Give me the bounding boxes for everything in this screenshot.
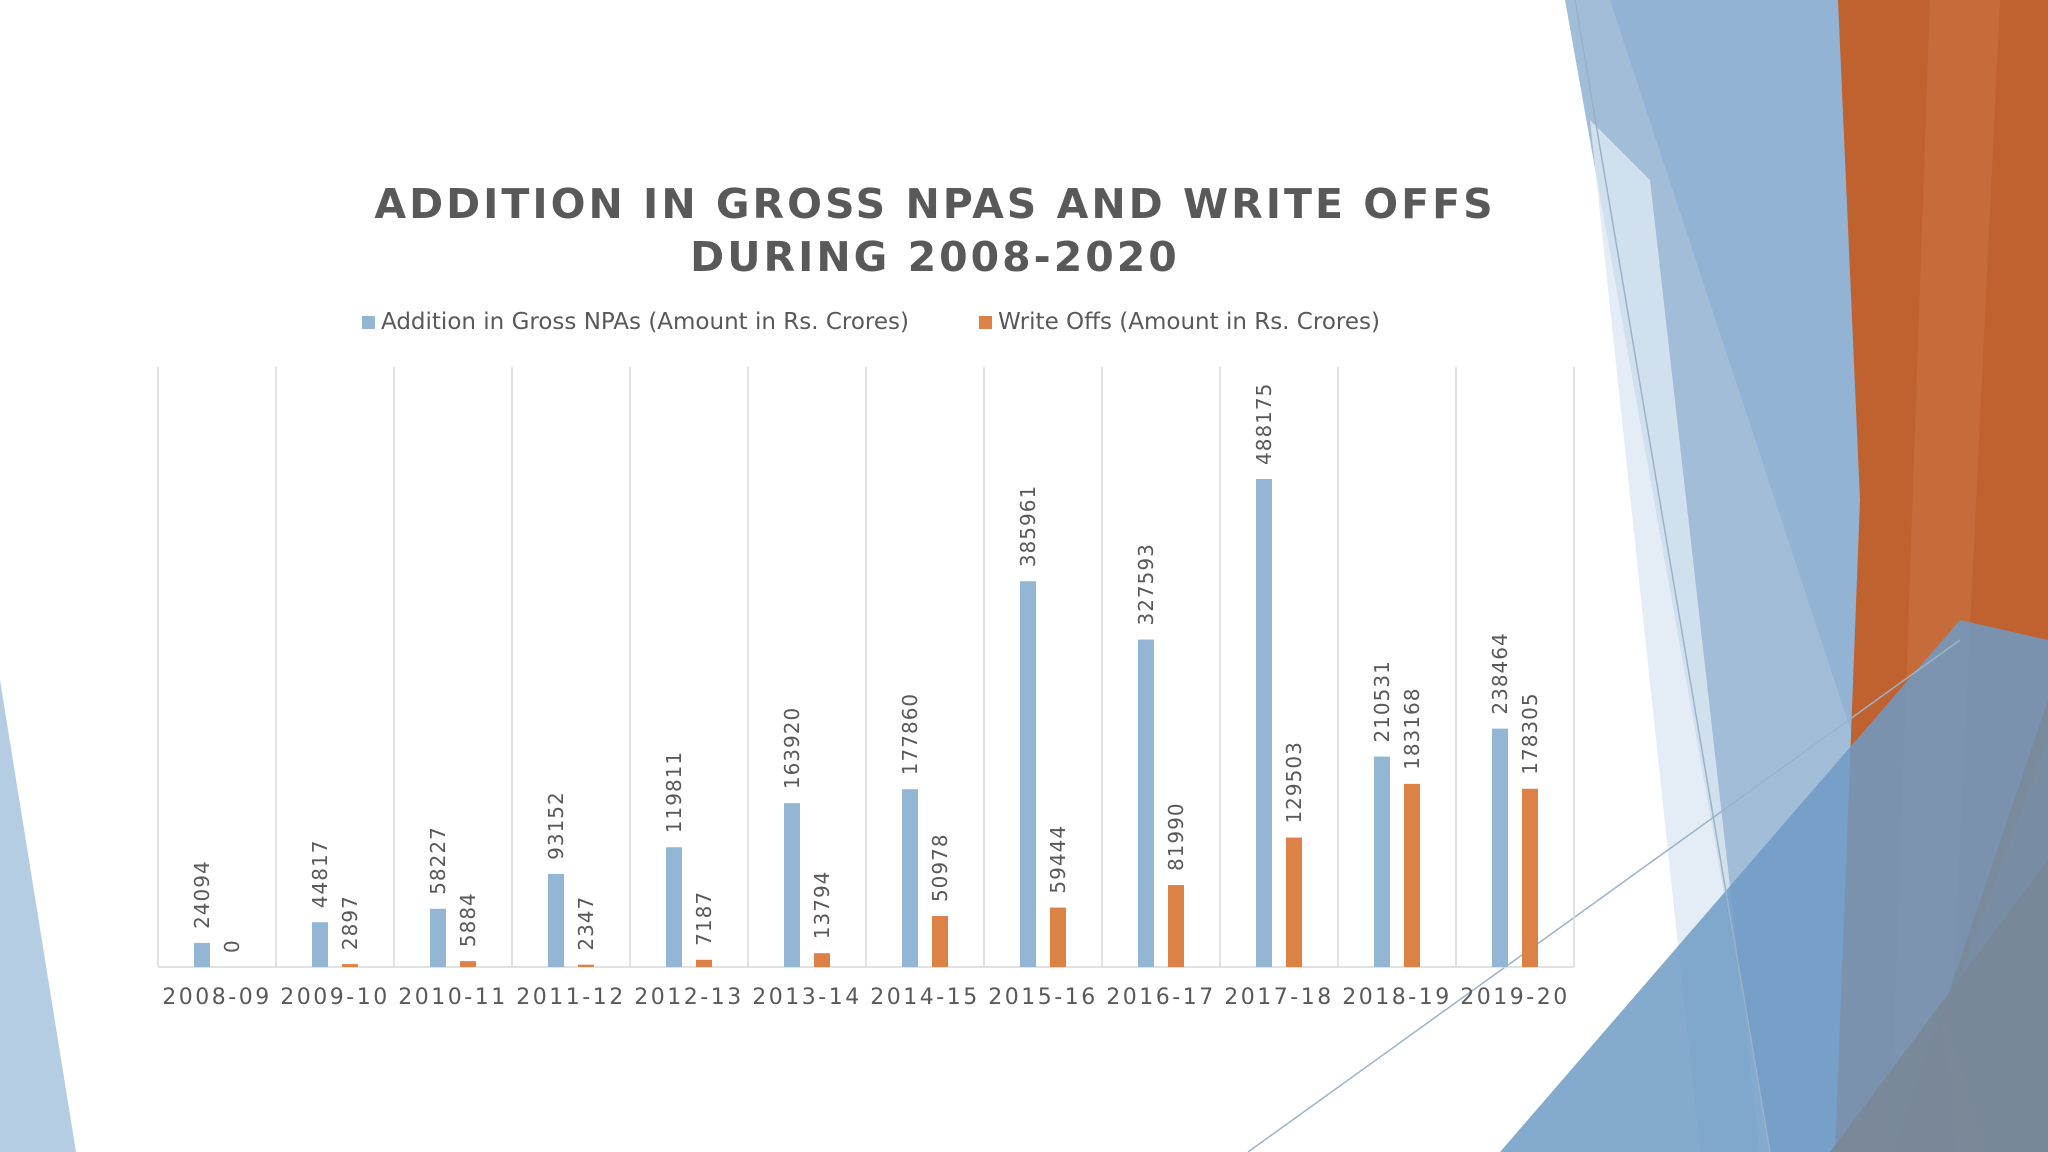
x-tick-label-2008-09: 2008-09 — [162, 985, 271, 1010]
bar-series-2-2018-19 — [1404, 783, 1420, 967]
data-label-series-1-2010-11: 58227 — [426, 826, 450, 895]
bar-series-2-2017-18 — [1286, 837, 1302, 967]
bar-series-1-2019-20 — [1492, 728, 1508, 967]
data-label-series-1-2015-16: 385961 — [1016, 485, 1040, 567]
decor-thin-line-1 — [1574, 0, 1771, 1152]
data-label-series-1-2008-09: 24094 — [190, 860, 214, 929]
x-tick-label-2017-18: 2017-18 — [1224, 985, 1333, 1010]
data-label-series-1-2013-14: 163920 — [780, 707, 804, 789]
x-tick-label-2016-17: 2016-17 — [1106, 985, 1215, 1010]
data-label-series-2-2008-09: 0 — [220, 939, 244, 953]
legend-label-series-2: Write Offs (Amount in Rs. Crores) — [998, 309, 1380, 335]
bar-series-2-2009-10 — [342, 964, 358, 967]
chart-title: ADDITION IN GROSS NPAS AND WRITE OFFS DU… — [374, 180, 1496, 281]
data-label-series-2-2010-11: 5884 — [456, 892, 480, 947]
legend-swatch-series-2 — [979, 315, 992, 329]
bar-series-2-2015-16 — [1050, 907, 1066, 967]
data-label-series-1-2016-17: 327593 — [1134, 543, 1158, 625]
data-label-series-1-2012-13: 119811 — [662, 751, 686, 833]
x-tick-label-2013-14: 2013-14 — [752, 985, 861, 1010]
decor-left-sliver — [0, 680, 76, 1152]
bar-series-2-2016-17 — [1168, 885, 1184, 967]
data-label-series-2-2015-16: 59444 — [1046, 825, 1070, 894]
data-label-series-1-2017-18: 488175 — [1252, 383, 1276, 465]
data-label-series-1-2014-15: 177860 — [898, 693, 922, 775]
legend-label-series-1: Addition in Gross NPAs (Amount in Rs. Cr… — [381, 309, 909, 335]
decor-thin-line-2 — [1247, 639, 1961, 1152]
bar-series-1-2013-14 — [784, 803, 800, 967]
legend-item-series-2: Write Offs (Amount in Rs. Crores) — [979, 309, 1380, 335]
data-label-series-2-2017-18: 129503 — [1282, 741, 1306, 823]
x-tick-label-2010-11: 2010-11 — [398, 985, 507, 1010]
bar-series-1-2014-15 — [902, 789, 918, 967]
data-label-series-1-2011-12: 93152 — [544, 791, 568, 860]
chart-legend: Addition in Gross NPAs (Amount in Rs. Cr… — [362, 305, 1380, 339]
bar-series-1-2008-09 — [194, 942, 210, 967]
data-label-series-2-2018-19: 183168 — [1400, 688, 1424, 770]
bar-series-2-2019-20 — [1522, 788, 1538, 967]
data-label-series-2-2012-13: 7187 — [692, 891, 716, 946]
x-tick-label-2012-13: 2012-13 — [634, 985, 743, 1010]
bar-series-2-2012-13 — [696, 959, 712, 967]
bar-series-1-2016-17 — [1138, 639, 1154, 967]
x-tick-label-2018-19: 2018-19 — [1342, 985, 1451, 1010]
bar-series-1-2018-19 — [1374, 756, 1390, 967]
bar-series-1-2010-11 — [430, 908, 446, 967]
data-label-series-2-2009-10: 2897 — [338, 895, 362, 950]
x-tick-label-2014-15: 2014-15 — [870, 985, 979, 1010]
data-label-series-2-2013-14: 13794 — [810, 871, 834, 940]
data-label-series-1-2019-20: 238464 — [1488, 632, 1512, 714]
data-label-series-2-2011-12: 2347 — [574, 896, 598, 951]
bar-series-2-2014-15 — [932, 916, 948, 967]
legend-swatch-series-1 — [362, 315, 375, 329]
bar-series-1-2009-10 — [312, 922, 328, 967]
legend-item-series-1: Addition in Gross NPAs (Amount in Rs. Cr… — [362, 309, 909, 335]
data-label-series-2-2014-15: 50978 — [928, 833, 952, 902]
bar-series-1-2012-13 — [666, 847, 682, 967]
bar-series-2-2010-11 — [460, 961, 476, 967]
data-label-series-2-2016-17: 81990 — [1164, 802, 1188, 871]
bar-series-2-2011-12 — [578, 964, 594, 967]
bar-series-1-2011-12 — [548, 873, 564, 967]
decor-slate-right — [1895, 700, 2048, 1152]
data-label-series-1-2018-19: 210531 — [1370, 660, 1394, 742]
data-label-series-1-2009-10: 44817 — [308, 840, 332, 909]
bar-series-1-2015-16 — [1020, 581, 1036, 967]
decor-white-facet — [1590, 120, 1760, 1152]
bar-series-1-2017-18 — [1256, 479, 1272, 967]
x-tick-label-2011-12: 2011-12 — [516, 985, 625, 1010]
data-label-series-2-2019-20: 178305 — [1518, 692, 1542, 774]
x-tick-label-2015-16: 2015-16 — [988, 985, 1097, 1010]
bar-series-2-2013-14 — [814, 953, 830, 967]
decor-blue-lower — [1500, 620, 2048, 1152]
x-tick-label-2009-10: 2009-10 — [280, 985, 389, 1010]
x-tick-label-2019-20: 2019-20 — [1460, 985, 1569, 1010]
